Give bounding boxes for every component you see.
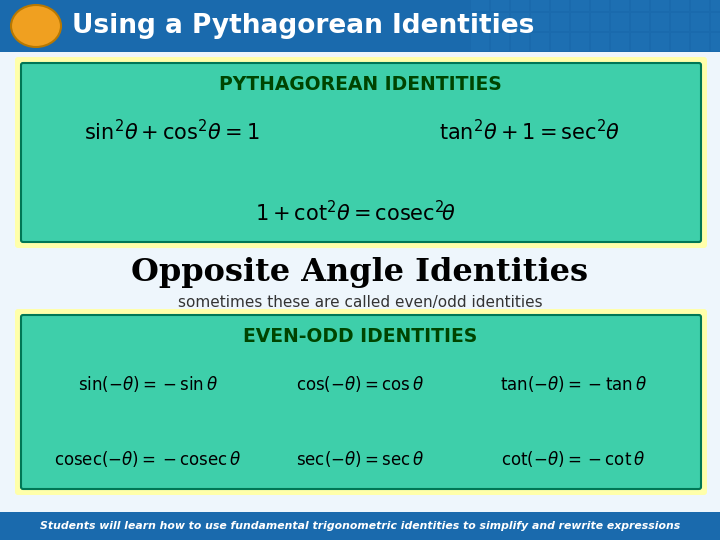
Text: $\cot(-\theta) = -\cot\theta$: $\cot(-\theta) = -\cot\theta$: [501, 449, 645, 469]
Bar: [0, 0, 720, 52]
Bar: [671, 13, 689, 31]
Bar: [591, 0, 609, 11]
Text: $\sin(-\theta) = -\sin\theta$: $\sin(-\theta) = -\sin\theta$: [78, 374, 218, 394]
Bar: [511, 0, 529, 11]
Bar: [611, 0, 629, 11]
Bar: [611, 33, 629, 51]
Text: $\tan(-\theta) = -\tan\theta$: $\tan(-\theta) = -\tan\theta$: [500, 374, 647, 394]
Ellipse shape: [11, 5, 61, 47]
Text: $\sin^2\!\theta + \cos^2\!\theta = 1$: $\sin^2\!\theta + \cos^2\!\theta = 1$: [84, 119, 260, 145]
Bar: [611, 13, 629, 31]
Bar: [711, 13, 720, 31]
Bar: [631, 33, 649, 51]
Bar: [471, 0, 489, 11]
Bar: [0, 512, 720, 540]
Bar: [491, 0, 509, 11]
Bar: [691, 13, 709, 31]
Text: Using a Pythagorean Identities: Using a Pythagorean Identities: [72, 13, 534, 39]
Bar: [531, 33, 549, 51]
Bar: [531, 0, 549, 11]
Bar: [651, 33, 669, 51]
FancyBboxPatch shape: [15, 309, 707, 495]
Bar: [631, 0, 649, 11]
Text: $\sec(-\theta) = \sec\theta$: $\sec(-\theta) = \sec\theta$: [296, 449, 424, 469]
Bar: [511, 13, 529, 31]
Bar: [491, 13, 509, 31]
Text: Opposite Angle Identities: Opposite Angle Identities: [132, 256, 588, 287]
Bar: [711, 0, 720, 11]
Bar: [631, 13, 649, 31]
Bar: [551, 33, 569, 51]
Bar: [691, 33, 709, 51]
Bar: [511, 33, 529, 51]
Bar: [671, 0, 689, 11]
FancyBboxPatch shape: [15, 57, 707, 248]
Bar: [551, 13, 569, 31]
Bar: [571, 0, 589, 11]
FancyBboxPatch shape: [21, 315, 701, 489]
Bar: [691, 0, 709, 11]
Bar: [591, 33, 609, 51]
Bar: [531, 13, 549, 31]
Bar: [671, 33, 689, 51]
Text: $\mathrm{cosec}(-\theta) = -\mathrm{cosec}\,\theta$: $\mathrm{cosec}(-\theta) = -\mathrm{cose…: [55, 449, 242, 469]
Bar: [471, 13, 489, 31]
Bar: [551, 0, 569, 11]
Bar: [471, 33, 489, 51]
FancyBboxPatch shape: [21, 63, 701, 242]
Text: $1 + \cot^2\!\theta = \mathrm{cosec}^2\!\theta$: $1 + \cot^2\!\theta = \mathrm{cosec}^2\!…: [255, 200, 455, 226]
Bar: [491, 33, 509, 51]
Bar: [651, 0, 669, 11]
Text: PYTHAGOREAN IDENTITIES: PYTHAGOREAN IDENTITIES: [219, 76, 501, 94]
Text: sometimes these are called even/odd identities: sometimes these are called even/odd iden…: [178, 294, 542, 309]
Bar: [571, 33, 589, 51]
Text: $\cos(-\theta) = \cos\theta$: $\cos(-\theta) = \cos\theta$: [296, 374, 424, 394]
Text: Students will learn how to use fundamental trigonometric identities to simplify : Students will learn how to use fundament…: [40, 521, 680, 531]
Text: $\tan^2\!\theta + 1 = \sec^2\!\theta$: $\tan^2\!\theta + 1 = \sec^2\!\theta$: [439, 119, 621, 145]
Bar: [711, 33, 720, 51]
Bar: [0, 52, 720, 512]
Text: EVEN-ODD IDENTITIES: EVEN-ODD IDENTITIES: [243, 327, 477, 347]
Bar: [571, 13, 589, 31]
Bar: [651, 13, 669, 31]
Bar: [591, 13, 609, 31]
